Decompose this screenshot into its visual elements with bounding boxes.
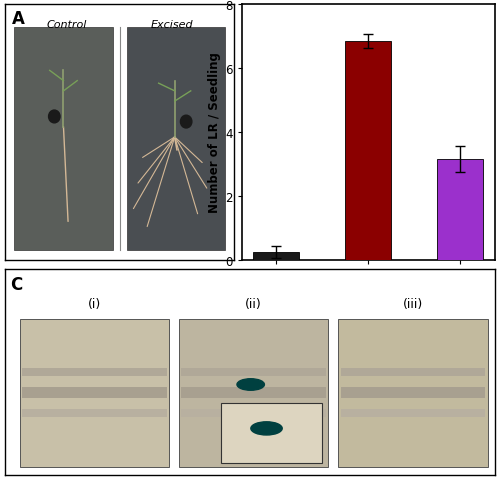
Bar [340,409,485,418]
Bar [22,368,167,376]
Bar [438,160,484,260]
Bar [20,319,169,467]
Text: Excised: Excised [151,20,194,30]
Bar [340,387,485,398]
Circle shape [251,422,282,435]
Bar [126,28,225,250]
Circle shape [180,116,192,129]
Circle shape [237,379,264,390]
Bar [22,409,167,418]
Text: C: C [10,276,22,294]
Bar [340,368,485,376]
Bar [253,252,299,260]
Bar [182,409,326,418]
Text: (iii): (iii) [403,298,423,311]
Bar [338,319,488,467]
Y-axis label: Number of LR / Seedling: Number of LR / Seedling [208,52,221,213]
Bar [182,387,326,398]
Text: (i): (i) [88,298,101,311]
Bar [182,368,326,376]
Circle shape [48,111,60,124]
Bar [345,42,392,260]
Text: A: A [12,10,25,28]
Bar [14,28,113,250]
Bar [221,404,322,463]
Text: Control: Control [46,20,87,30]
Text: (ii): (ii) [246,298,262,311]
Bar [22,387,167,398]
Bar [179,319,328,467]
